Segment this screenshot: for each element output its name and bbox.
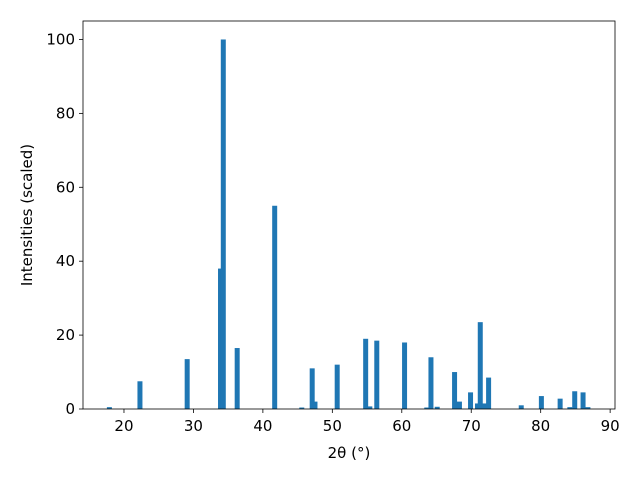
x-tick-label: 20 xyxy=(114,417,133,435)
bar xyxy=(557,398,563,409)
bar xyxy=(424,407,430,409)
x-tick-label: 30 xyxy=(184,417,203,435)
bar xyxy=(374,340,380,409)
bar xyxy=(567,407,573,409)
bar xyxy=(452,372,458,409)
bar xyxy=(477,322,483,409)
bar xyxy=(468,392,474,409)
bar xyxy=(456,401,462,409)
y-tick-label: 80 xyxy=(56,104,75,122)
x-tick-label: 60 xyxy=(392,417,411,435)
bar xyxy=(538,396,544,409)
x-tick-label: 50 xyxy=(323,417,342,435)
bar xyxy=(220,39,226,409)
bar xyxy=(218,268,224,409)
x-axis-label: 2θ (°) xyxy=(328,444,371,462)
y-axis-label: Intensities (scaled) xyxy=(18,144,36,286)
bar xyxy=(312,401,318,409)
bar xyxy=(309,368,315,409)
bar xyxy=(272,205,278,409)
bar xyxy=(434,406,440,409)
bar xyxy=(518,405,524,409)
x-tick-label: 70 xyxy=(462,417,481,435)
y-tick-label: 40 xyxy=(56,252,75,270)
y-tick-label: 100 xyxy=(46,30,75,48)
y-tick-label: 20 xyxy=(56,326,75,344)
bar xyxy=(334,364,340,409)
bar xyxy=(106,407,112,409)
y-tick-label: 60 xyxy=(56,178,75,196)
x-tick-label: 40 xyxy=(253,417,272,435)
bar xyxy=(481,403,487,409)
bar xyxy=(402,342,408,409)
bar xyxy=(585,407,591,409)
bar xyxy=(234,348,240,409)
bar xyxy=(184,359,190,409)
bar xyxy=(580,392,586,409)
bar xyxy=(137,381,143,409)
bar xyxy=(428,357,434,409)
x-tick-label: 90 xyxy=(601,417,620,435)
bar xyxy=(572,391,578,409)
x-tick-label: 80 xyxy=(531,417,550,435)
y-tick-label: 0 xyxy=(65,400,75,418)
bar xyxy=(486,377,492,409)
bar xyxy=(363,338,369,409)
bar xyxy=(299,407,305,409)
bar xyxy=(367,406,373,409)
bar xyxy=(474,403,480,409)
plot-frame xyxy=(82,20,616,410)
